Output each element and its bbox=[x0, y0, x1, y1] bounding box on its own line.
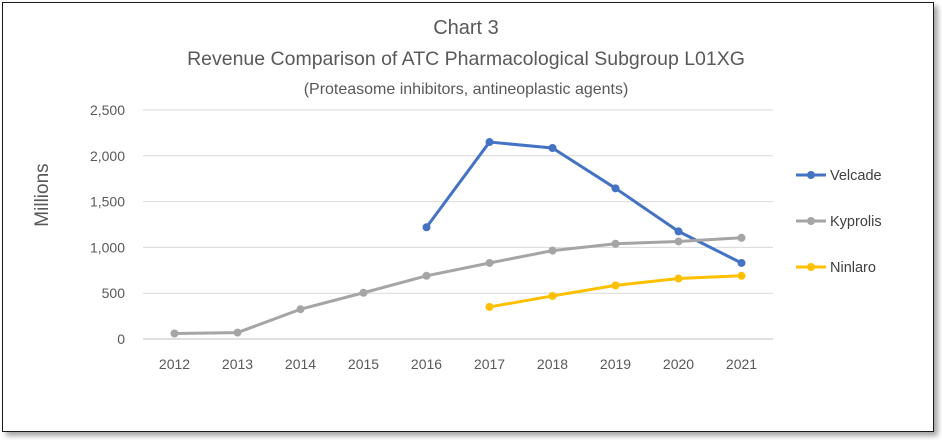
y-tick-label: 2,500 bbox=[90, 102, 125, 118]
legend-swatch-marker bbox=[807, 263, 815, 271]
ninlaro-point bbox=[611, 281, 620, 290]
ninlaro-line bbox=[488, 274, 743, 309]
kyprolis-point bbox=[674, 237, 683, 246]
kyprolis-point bbox=[170, 329, 179, 338]
ninlaro-point bbox=[485, 302, 494, 311]
x-tick-label: 2013 bbox=[222, 356, 253, 372]
kyprolis-point bbox=[737, 233, 746, 242]
kyprolis-point bbox=[485, 258, 494, 267]
legend-swatch-marker bbox=[807, 171, 815, 179]
velcade-point bbox=[422, 223, 431, 232]
ninlaro-point bbox=[548, 291, 557, 300]
chart-title: Chart 3 bbox=[433, 17, 499, 39]
ninlaro-point bbox=[737, 271, 746, 280]
y-tick-label: 0 bbox=[117, 331, 125, 347]
velcade-point bbox=[737, 258, 746, 267]
x-tick-label: 2020 bbox=[663, 356, 694, 372]
kyprolis-line bbox=[173, 236, 743, 336]
velcade-point bbox=[674, 227, 683, 236]
legend-label: Kyprolis bbox=[830, 214, 882, 230]
x-tick-label: 2019 bbox=[600, 356, 631, 372]
velcade-point bbox=[611, 184, 620, 193]
x-axis-ticks: 2012 2013 2014 2015 2016 2017 2018 2019 2020 2021 bbox=[159, 356, 757, 372]
gridlines bbox=[143, 109, 773, 340]
chart-subtitle-2: (Proteasome inhibitors, antineoplastic a… bbox=[304, 81, 629, 98]
x-tick-label: 2017 bbox=[474, 356, 505, 372]
y-tick-label: 1,000 bbox=[90, 239, 125, 255]
x-tick-label: 2015 bbox=[348, 356, 379, 372]
chart-frame bbox=[2, 2, 934, 432]
velcade-line bbox=[425, 140, 743, 265]
kyprolis-point bbox=[296, 305, 305, 314]
x-tick-label: 2018 bbox=[537, 356, 568, 372]
series-ninlaro bbox=[485, 271, 746, 311]
legend-label: Velcade bbox=[830, 168, 882, 184]
y-tick-label: 1,500 bbox=[90, 194, 125, 210]
kyprolis-point bbox=[611, 239, 620, 248]
series-lines bbox=[170, 138, 746, 338]
kyprolis-point bbox=[422, 271, 431, 280]
series-velcade bbox=[422, 138, 746, 267]
kyprolis-point bbox=[548, 246, 557, 255]
y-axis-ticks: 0 500 1,000 1,500 2,000 2,500 bbox=[90, 102, 125, 347]
legend-swatch-marker bbox=[807, 217, 815, 225]
x-tick-label: 2021 bbox=[726, 356, 757, 372]
velcade-point bbox=[548, 144, 557, 153]
ninlaro-point bbox=[674, 274, 683, 283]
velcade-point bbox=[485, 138, 494, 147]
y-tick-label: 500 bbox=[102, 285, 126, 301]
legend: Velcade Kyprolis Ninlaro bbox=[796, 168, 882, 276]
kyprolis-point bbox=[359, 288, 368, 297]
chart-subtitle: Revenue Comparison of ATC Pharmacologica… bbox=[187, 48, 745, 70]
y-axis-label: Millions bbox=[32, 163, 53, 226]
x-tick-label: 2016 bbox=[411, 356, 442, 372]
legend-item-ninlaro: Ninlaro bbox=[796, 260, 876, 276]
x-tick-label: 2014 bbox=[285, 356, 316, 372]
series-kyprolis bbox=[170, 233, 746, 338]
kyprolis-point bbox=[233, 328, 242, 337]
y-tick-label: 2,000 bbox=[90, 148, 125, 164]
legend-item-velcade: Velcade bbox=[796, 168, 882, 184]
legend-item-kyprolis: Kyprolis bbox=[796, 214, 882, 230]
legend-label: Ninlaro bbox=[830, 260, 876, 276]
x-tick-label: 2012 bbox=[159, 356, 190, 372]
